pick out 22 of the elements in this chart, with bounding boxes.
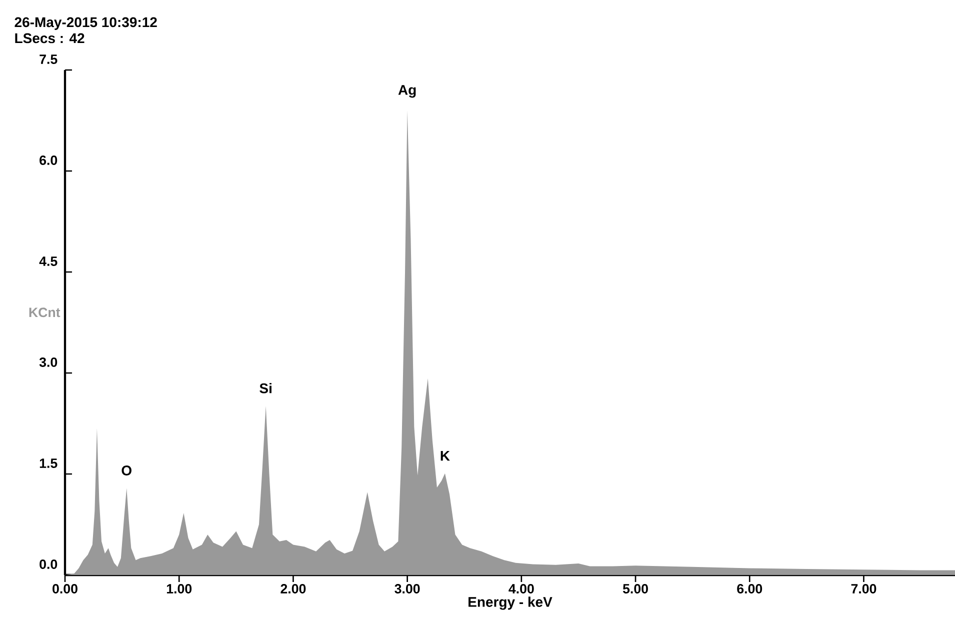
x-tick-label: 4.00 bbox=[508, 584, 534, 594]
annotation: K bbox=[440, 451, 450, 461]
y-tick-label: 7.5 bbox=[40, 54, 58, 64]
x-tick-label: 6.00 bbox=[737, 584, 762, 594]
x-tick-label: 1.00 bbox=[166, 584, 192, 594]
y-tick-label: 6.0 bbox=[40, 156, 58, 165]
y-tick-label: 3.0 bbox=[39, 358, 58, 367]
x-tick-label: 0.00 bbox=[52, 584, 78, 594]
y-axis-title: KCnt bbox=[29, 308, 60, 318]
y-tick-label: 4.5 bbox=[39, 256, 58, 266]
chart-title: 26-May-2015 10:39:12 bbox=[14, 17, 157, 30]
annotation: Ag bbox=[398, 85, 416, 98]
x-tick-label: 3.00 bbox=[394, 584, 420, 594]
x-tick-label: 5.00 bbox=[622, 584, 648, 594]
x-tick-label: 7.00 bbox=[851, 584, 876, 594]
y-tick-label: 1.5 bbox=[40, 458, 58, 468]
chart-subtitle: LSecs : 42 bbox=[15, 33, 84, 44]
x-tick-label: 2.00 bbox=[280, 584, 306, 594]
annotation: O bbox=[122, 466, 132, 476]
x-axis-title: Energy - keV bbox=[468, 596, 552, 610]
y-tick-label: 0.0 bbox=[40, 560, 58, 569]
annotation: Si bbox=[260, 383, 272, 394]
